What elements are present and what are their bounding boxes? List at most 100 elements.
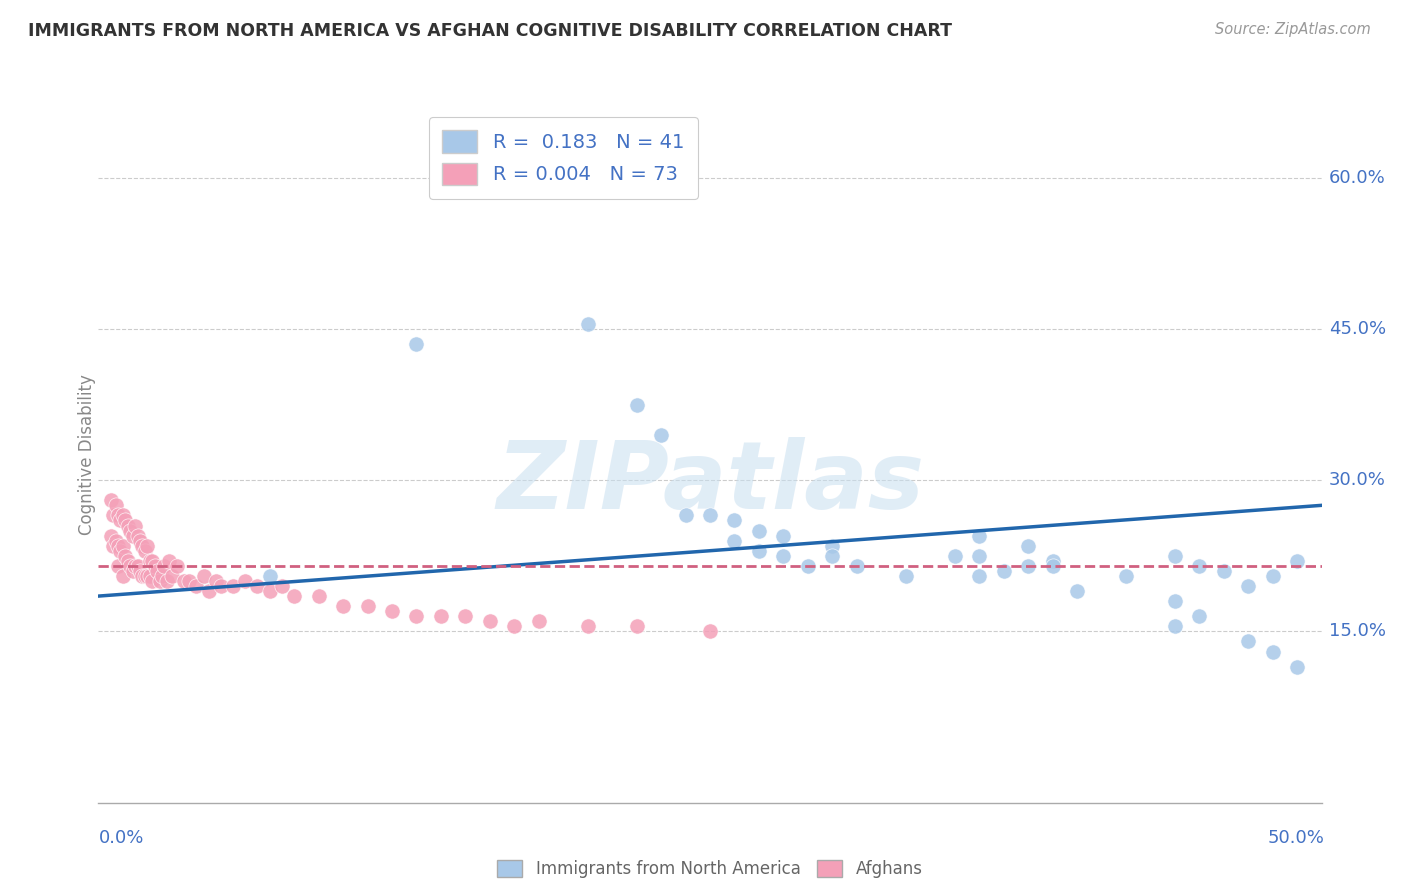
Point [141,554,163,568]
Point [107,558,129,573]
Point [845,558,868,573]
Point [101,508,124,523]
Point [186,579,208,593]
Point [101,539,124,553]
Legend: Immigrants from North America, Afghans: Immigrants from North America, Afghans [491,854,929,885]
Point [405,337,427,351]
Point [246,579,269,593]
Text: 30.0%: 30.0% [1329,471,1385,489]
Point [233,574,256,588]
Point [146,564,169,578]
Point [1042,558,1064,573]
Point [821,539,844,553]
Point [197,584,219,599]
Point [405,609,427,624]
Point [1188,609,1211,624]
Point [1286,554,1309,568]
Point [120,558,142,573]
Point [110,543,132,558]
Point [156,574,179,588]
Point [1237,579,1260,593]
Point [270,579,294,593]
Point [1164,619,1187,633]
Point [134,569,156,583]
Point [111,569,134,583]
Point [1017,539,1039,553]
Point [723,513,745,527]
Point [139,569,162,583]
Point [723,533,745,548]
Point [205,574,228,588]
Point [193,569,215,583]
Point [259,584,281,599]
Point [626,619,648,633]
Point [527,615,550,629]
Point [1017,558,1039,573]
Point [626,397,648,411]
Point [131,539,153,553]
Point [166,558,188,573]
Point [308,589,330,603]
Y-axis label: Cognitive Disability: Cognitive Disability [79,375,96,535]
Text: Source: ZipAtlas.com: Source: ZipAtlas.com [1215,22,1371,37]
Point [100,528,122,542]
Point [114,513,136,527]
Point [136,569,159,583]
Point [1237,634,1260,648]
Text: 50.0%: 50.0% [1268,829,1324,847]
Point [110,513,132,527]
Point [943,549,966,563]
Point [134,543,156,558]
Point [1164,594,1187,608]
Point [173,574,195,588]
Point [478,615,501,629]
Point [1066,584,1088,599]
Point [1212,564,1234,578]
Point [160,569,183,583]
Point [107,508,129,523]
Point [503,619,526,633]
Point [967,549,990,563]
Point [454,609,477,624]
Text: IMMIGRANTS FROM NORTH AMERICA VS AFGHAN COGNITIVE DISABILITY CORRELATION CHART: IMMIGRANTS FROM NORTH AMERICA VS AFGHAN … [28,22,952,40]
Point [772,528,794,542]
Point [150,569,173,583]
Point [127,528,149,542]
Point [129,564,152,578]
Text: 0.0%: 0.0% [98,829,143,847]
Point [1115,569,1137,583]
Point [111,508,134,523]
Point [1286,659,1309,673]
Point [209,579,232,593]
Point [259,569,281,583]
Point [1042,554,1064,568]
Point [675,508,697,523]
Point [1261,569,1284,583]
Point [177,574,200,588]
Text: 60.0%: 60.0% [1329,169,1385,186]
Point [143,558,166,573]
Point [748,543,770,558]
Point [157,554,180,568]
Point [699,624,721,639]
Point [222,579,245,593]
Point [120,524,142,538]
Point [127,558,149,573]
Point [283,589,305,603]
Point [576,317,599,331]
Point [967,569,990,583]
Text: ZIPatlas: ZIPatlas [496,437,924,529]
Point [104,499,127,513]
Point [124,558,146,573]
Point [131,569,153,583]
Point [104,533,127,548]
Point [114,549,136,563]
Point [124,518,146,533]
Point [797,558,820,573]
Point [748,524,770,538]
Point [1188,558,1211,573]
Point [821,549,844,563]
Point [141,574,163,588]
Point [356,599,378,614]
Point [430,609,453,624]
